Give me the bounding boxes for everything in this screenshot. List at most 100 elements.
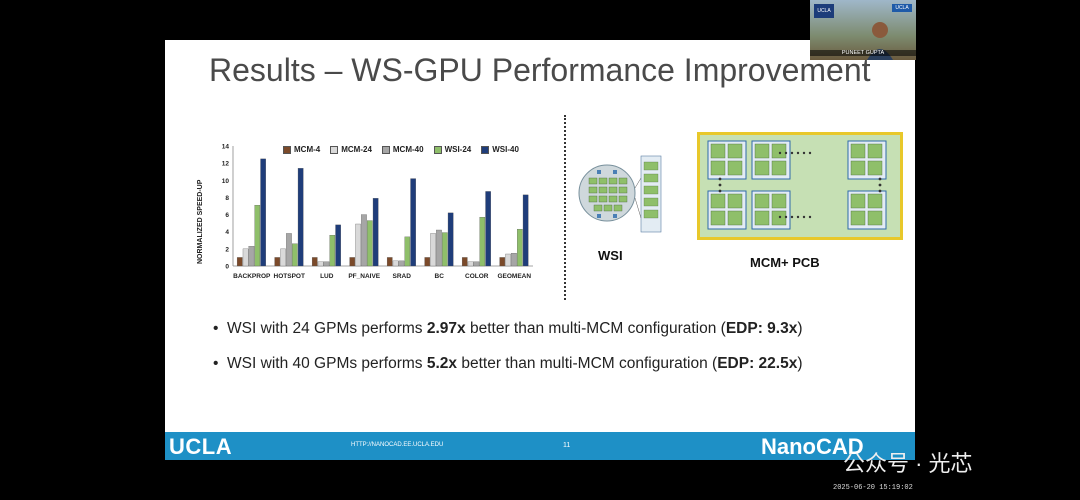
bar-mcm-4: [349, 257, 356, 267]
gpm-chiplet: [727, 160, 743, 176]
bar-mcm-40: [248, 246, 255, 267]
gpm-chiplet: [727, 193, 743, 209]
footer-url: HTTP://NANOCAD.EE.UCLA.EDU: [351, 442, 444, 448]
bar-mcm-24: [505, 253, 511, 267]
bar-wsi-24: [329, 234, 336, 267]
bar-mcm-40: [323, 261, 330, 267]
legend-item: MCM-4: [283, 145, 320, 154]
bullet-highlight: EDP: 22.5x: [717, 355, 798, 372]
y-tick-label: 4: [225, 229, 229, 236]
legend-label: WSI-24: [444, 145, 472, 154]
mcm-pcb-diagram: [697, 132, 903, 240]
y-axis-label: NORMALIZED SPEED-UP: [197, 179, 204, 264]
bar-mcm-4: [311, 257, 318, 267]
bar-wsi-40: [447, 212, 454, 267]
gpm-chiplet: [850, 210, 866, 226]
legend-swatch: [381, 145, 390, 154]
x-tick-label: GEOMEAN: [497, 273, 531, 280]
bar-wsi-24: [404, 236, 411, 267]
bar-mcm-24: [392, 260, 399, 267]
bar-mcm-4: [499, 257, 506, 267]
bar-mcm-4: [461, 257, 468, 267]
gpm-chiplet: [771, 210, 787, 226]
bar-wsi-40: [372, 198, 379, 267]
bar-wsi-24: [367, 220, 373, 267]
legend-swatch: [433, 145, 442, 154]
video-badge-right: UCLA: [892, 4, 912, 12]
bar-mcm-24: [467, 261, 474, 267]
gpm-chiplet: [771, 160, 787, 176]
chart-legend: MCM-4 MCM-24 MCM-40 WSI-24 WSI-40: [283, 145, 519, 154]
speaker-video-thumbnail[interactable]: UCLA UCLA PUNEET GUPTA: [810, 0, 916, 60]
bar-wsi-40: [335, 224, 341, 267]
bar-wsi-40: [260, 158, 266, 267]
gpm-chiplet: [867, 160, 883, 176]
page-number: 11: [563, 442, 571, 449]
x-tick-label: PF_NAIVE: [348, 273, 380, 280]
bar-mcm-40: [473, 261, 480, 267]
legend-label: MCM-40: [392, 145, 424, 154]
gpm-chiplet: [754, 210, 770, 226]
bar-wsi-40: [522, 194, 529, 267]
bar-mcm-24: [242, 248, 249, 267]
bullet-text: WSI with 24 GPMs performs: [227, 320, 427, 337]
y-tick-label: 14: [222, 144, 230, 151]
gpm-chiplet: [850, 193, 866, 209]
wsi-label: WSI: [598, 248, 623, 263]
legend-label: WSI-40: [492, 145, 519, 154]
bar-mcm-40: [511, 252, 517, 267]
bar-wsi-40: [410, 178, 416, 267]
bar-mcm-24: [355, 223, 361, 267]
gpm-chiplet: [727, 143, 743, 159]
watermark: 公众号 · 光芯: [843, 451, 973, 476]
wsi-wafer-diagram: [578, 155, 662, 233]
bar-mcm-24: [317, 261, 324, 267]
x-tick-label: COLOR: [465, 273, 489, 280]
bullet-wsi-24: • WSI with 24 GPMs performs 2.97x better…: [213, 320, 803, 337]
legend-item: WSI-40: [481, 145, 519, 154]
ucla-logo: UCLA: [169, 434, 233, 459]
x-tick-label: BACKPROP: [233, 273, 271, 280]
bullet-highlight: EDP: 9.3x: [725, 320, 798, 337]
speaker-name: PUNEET GUPTA: [810, 50, 916, 56]
gpm-chiplet: [850, 160, 866, 176]
legend-item: WSI-24: [433, 145, 472, 154]
bullet-text: WSI with 40 GPMs performs: [227, 355, 427, 372]
bar-wsi-24: [292, 243, 298, 267]
bullet-text: ): [797, 320, 803, 337]
gpm-chiplet: [727, 210, 743, 226]
bar-wsi-24: [517, 228, 523, 267]
gpm-chiplet: [754, 143, 770, 159]
y-tick-label: 0: [225, 264, 229, 271]
speedup-chart: 0 2 4 6 8 10 12 14 BACKPROP HOTSPOT LUD PF_NAIVE SRA…: [197, 136, 548, 286]
x-tick-label: SRAD: [393, 273, 412, 280]
legend-label: MCM-4: [294, 145, 321, 154]
bar-mcm-4: [274, 257, 281, 267]
gpm-chiplet: [771, 193, 787, 209]
slide-title: Results – WS-GPU Performance Improvement: [209, 52, 871, 88]
bar-mcm-4: [386, 257, 393, 267]
gpm-chiplet: [710, 210, 726, 226]
slide-footer: UCLA HTTP://NANOCAD.EE.UCLA.EDU 11 NanoC…: [165, 432, 915, 460]
bar-wsi-24: [479, 216, 486, 267]
gpm-chiplet: [850, 143, 866, 159]
legend-item: MCM-40: [381, 145, 424, 154]
y-tick-label: 2: [225, 246, 229, 253]
y-tick-label: 6: [225, 212, 229, 219]
mcm-pcb-label: MCM+ PCB: [750, 255, 820, 270]
x-tick-label: HOTSPOT: [274, 273, 305, 280]
gpm-chiplet: [867, 143, 883, 159]
y-tick-label: 10: [222, 178, 230, 185]
gpm-chiplet: [867, 210, 883, 226]
legend-swatch: [481, 145, 490, 154]
bullet-wsi-40: • WSI with 40 GPMs performs 5.2x better …: [213, 355, 803, 372]
gpm-chiplet: [710, 193, 726, 209]
bullet-text: ): [797, 355, 803, 372]
x-tick-label: BC: [435, 273, 445, 280]
bullet-text: better than multi-MCM configuration (: [465, 320, 726, 337]
legend-label: MCM-24: [341, 145, 372, 154]
gpm-chiplet: [710, 160, 726, 176]
nanocad-logo: NanoCAD: [761, 434, 864, 459]
bar-mcm-24: [430, 233, 436, 267]
bar-mcm-40: [286, 233, 292, 267]
